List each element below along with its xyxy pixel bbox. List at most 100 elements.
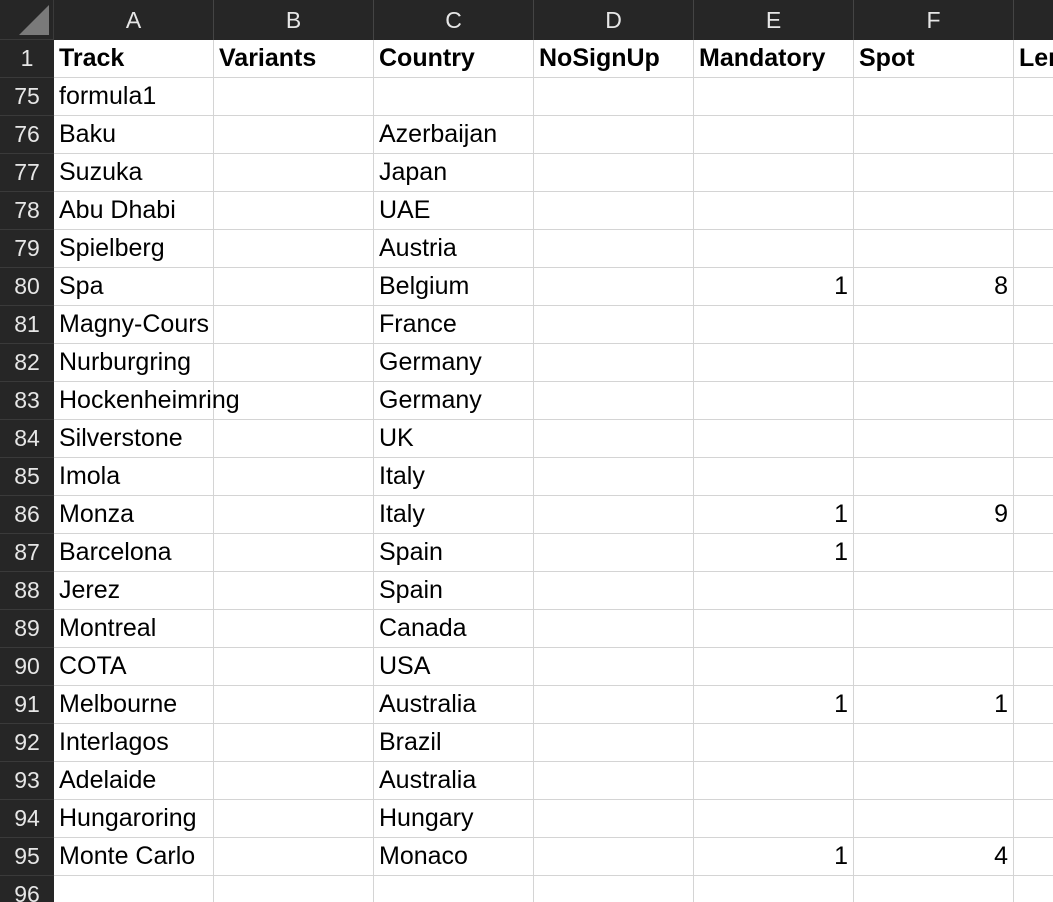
cell-a86[interactable]: Monza — [54, 496, 214, 534]
cell-c94[interactable]: Hungary — [374, 800, 534, 838]
cell-d90[interactable] — [534, 648, 694, 686]
cell-b83[interactable] — [214, 382, 374, 420]
cell-c1[interactable]: Country — [374, 40, 534, 78]
cell-c95[interactable]: Monaco — [374, 838, 534, 876]
cell-d80[interactable] — [534, 268, 694, 306]
cell-d92[interactable] — [534, 724, 694, 762]
cell-g92[interactable] — [1014, 724, 1053, 762]
column-header-d[interactable]: D — [534, 0, 694, 40]
cell-e75[interactable] — [694, 78, 854, 116]
cell-g1[interactable]: Length — [1014, 40, 1053, 78]
cell-b92[interactable] — [214, 724, 374, 762]
cell-e96[interactable] — [694, 876, 854, 902]
cell-b89[interactable] — [214, 610, 374, 648]
row-number[interactable]: 83 — [0, 382, 54, 420]
row-number[interactable]: 81 — [0, 306, 54, 344]
cell-g83[interactable] — [1014, 382, 1053, 420]
cell-c80[interactable]: Belgium — [374, 268, 534, 306]
cell-e93[interactable] — [694, 762, 854, 800]
cell-a79[interactable]: Spielberg — [54, 230, 214, 268]
cell-c77[interactable]: Japan — [374, 154, 534, 192]
cell-b93[interactable] — [214, 762, 374, 800]
cell-e83[interactable] — [694, 382, 854, 420]
cell-d78[interactable] — [534, 192, 694, 230]
cell-f88[interactable] — [854, 572, 1014, 610]
row-number[interactable]: 78 — [0, 192, 54, 230]
column-header-a[interactable]: A — [54, 0, 214, 40]
cell-b1[interactable]: Variants — [214, 40, 374, 78]
cell-e89[interactable] — [694, 610, 854, 648]
cell-b96[interactable] — [214, 876, 374, 902]
cell-b90[interactable] — [214, 648, 374, 686]
cell-e82[interactable] — [694, 344, 854, 382]
cell-e88[interactable] — [694, 572, 854, 610]
cell-c88[interactable]: Spain — [374, 572, 534, 610]
cell-f84[interactable] — [854, 420, 1014, 458]
cell-b76[interactable] — [214, 116, 374, 154]
cell-c96[interactable] — [374, 876, 534, 902]
cell-a92[interactable]: Interlagos — [54, 724, 214, 762]
row-number[interactable]: 85 — [0, 458, 54, 496]
cell-b87[interactable] — [214, 534, 374, 572]
cell-e79[interactable] — [694, 230, 854, 268]
cell-a83[interactable]: Hockenheimring — [54, 382, 240, 420]
cell-g80[interactable] — [1014, 268, 1053, 306]
cell-d77[interactable] — [534, 154, 694, 192]
cell-c83[interactable]: Germany — [374, 382, 534, 420]
cell-g86[interactable] — [1014, 496, 1053, 534]
cell-c93[interactable]: Australia — [374, 762, 534, 800]
cell-a77[interactable]: Suzuka — [54, 154, 214, 192]
cell-c86[interactable]: Italy — [374, 496, 534, 534]
cell-a90[interactable]: COTA — [54, 648, 214, 686]
cell-c91[interactable]: Australia — [374, 686, 534, 724]
cell-g77[interactable] — [1014, 154, 1053, 192]
cell-d89[interactable] — [534, 610, 694, 648]
cell-e92[interactable] — [694, 724, 854, 762]
cell-g75[interactable] — [1014, 78, 1053, 116]
cell-a87[interactable]: Barcelona — [54, 534, 214, 572]
cell-c78[interactable]: UAE — [374, 192, 534, 230]
cell-f89[interactable] — [854, 610, 1014, 648]
cell-a88[interactable]: Jerez — [54, 572, 214, 610]
cell-b94[interactable] — [214, 800, 374, 838]
cell-d93[interactable] — [534, 762, 694, 800]
cell-f95[interactable]: 4 — [854, 838, 1014, 876]
cell-e95[interactable]: 1 — [694, 838, 854, 876]
cell-g81[interactable] — [1014, 306, 1053, 344]
cell-a1[interactable]: Track — [54, 40, 214, 78]
row-number[interactable]: 87 — [0, 534, 54, 572]
cell-e80[interactable]: 1 — [694, 268, 854, 306]
cell-g93[interactable] — [1014, 762, 1053, 800]
cell-a76[interactable]: Baku — [54, 116, 214, 154]
column-header-e[interactable]: E — [694, 0, 854, 40]
select-all-corner[interactable] — [0, 0, 54, 40]
cell-f81[interactable] — [854, 306, 1014, 344]
cell-g96[interactable] — [1014, 876, 1053, 902]
cell-f94[interactable] — [854, 800, 1014, 838]
cell-d91[interactable] — [534, 686, 694, 724]
cell-c82[interactable]: Germany — [374, 344, 534, 382]
cell-d94[interactable] — [534, 800, 694, 838]
cell-c81[interactable]: France — [374, 306, 534, 344]
row-number[interactable]: 1 — [0, 40, 54, 78]
cell-d85[interactable] — [534, 458, 694, 496]
cell-f92[interactable] — [854, 724, 1014, 762]
cell-e90[interactable] — [694, 648, 854, 686]
row-number[interactable]: 75 — [0, 78, 54, 116]
cell-a93[interactable]: Adelaide — [54, 762, 214, 800]
cell-e76[interactable] — [694, 116, 854, 154]
cell-f93[interactable] — [854, 762, 1014, 800]
cell-e84[interactable] — [694, 420, 854, 458]
row-number[interactable]: 86 — [0, 496, 54, 534]
row-number[interactable]: 82 — [0, 344, 54, 382]
cell-b78[interactable] — [214, 192, 374, 230]
cell-a91[interactable]: Melbourne — [54, 686, 214, 724]
cell-f86[interactable]: 9 — [854, 496, 1014, 534]
cell-c92[interactable]: Brazil — [374, 724, 534, 762]
cell-f76[interactable] — [854, 116, 1014, 154]
cell-g79[interactable] — [1014, 230, 1053, 268]
cell-c89[interactable]: Canada — [374, 610, 534, 648]
cell-d95[interactable] — [534, 838, 694, 876]
cell-f78[interactable] — [854, 192, 1014, 230]
cell-e86[interactable]: 1 — [694, 496, 854, 534]
